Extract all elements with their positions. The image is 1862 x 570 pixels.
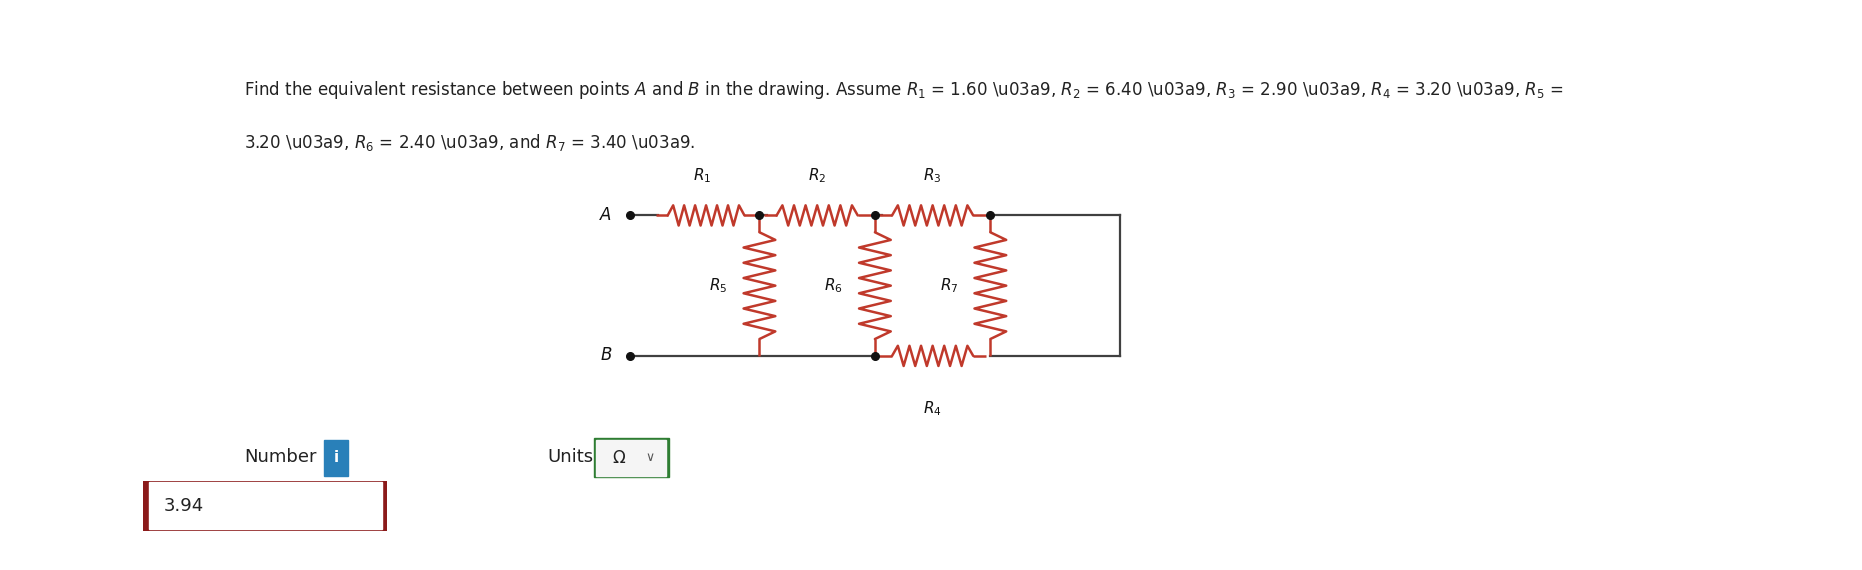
Text: $R_5$: $R_5$ bbox=[709, 276, 728, 295]
Bar bbox=[324, 439, 348, 476]
Text: $R_7$: $R_7$ bbox=[940, 276, 959, 295]
Text: Number: Number bbox=[244, 448, 317, 466]
Text: ∨: ∨ bbox=[646, 451, 655, 464]
Text: $A$: $A$ bbox=[600, 207, 613, 224]
Text: $B$: $B$ bbox=[600, 347, 613, 364]
Bar bbox=[149, 482, 382, 529]
Text: Units: Units bbox=[547, 448, 594, 466]
Text: $R_3$: $R_3$ bbox=[924, 166, 942, 185]
Text: 3.94: 3.94 bbox=[164, 496, 205, 515]
Text: $R_4$: $R_4$ bbox=[924, 400, 942, 418]
Text: Find the equivalent resistance between points $A$ and $B$ in the drawing. Assume: Find the equivalent resistance between p… bbox=[244, 79, 1564, 101]
Bar bbox=[594, 438, 668, 477]
Text: $R_2$: $R_2$ bbox=[808, 166, 827, 185]
Text: Ω: Ω bbox=[613, 449, 626, 467]
Text: $R_6$: $R_6$ bbox=[825, 276, 843, 295]
Text: i: i bbox=[333, 450, 339, 465]
Bar bbox=[143, 481, 387, 531]
Text: $R_1$: $R_1$ bbox=[693, 166, 711, 185]
Text: 3.20 \u03a9, $R_6$ = 2.40 \u03a9, and $R_7$ = 3.40 \u03a9.: 3.20 \u03a9, $R_6$ = 2.40 \u03a9, and $R… bbox=[244, 132, 696, 153]
Bar bbox=[596, 439, 667, 476]
